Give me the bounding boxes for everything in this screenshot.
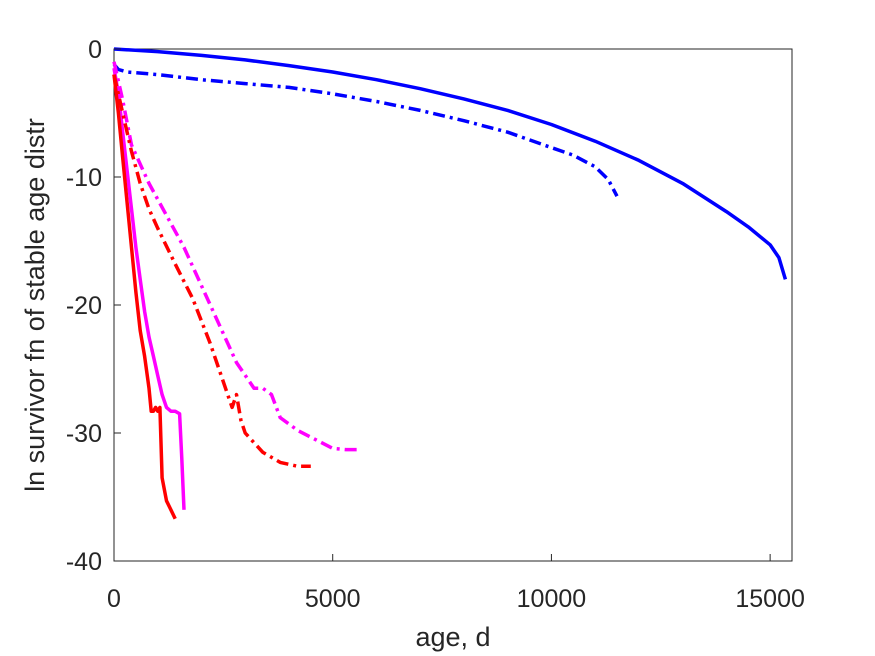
tick-layer: 0 5000 10000 15000 0 -10 -20 -30 -40 [66,36,805,613]
series-line-2 [112,63,619,198]
series-line-6 [112,74,311,469]
plot-area [113,48,793,562]
y-axis-label: ln survivor fn of stable age distr [20,118,50,492]
x-tick-label: 10000 [517,585,587,613]
series-line-1 [113,47,788,280]
y-tick-label: -20 [66,292,102,320]
series-line-3 [112,67,186,510]
x-tick-label: 15000 [735,585,805,613]
series-line-5 [112,61,359,452]
x-tick-label: 5000 [305,585,361,613]
series-layer [112,47,788,520]
y-tick-label: -40 [66,548,102,576]
x-tick-label: 0 [107,585,121,613]
y-tick-label: 0 [88,36,102,64]
y-tick-label: -30 [66,420,102,448]
x-axis-label: age, d [415,622,490,652]
y-tick-label: -10 [66,164,102,192]
series-line-4 [112,74,177,520]
